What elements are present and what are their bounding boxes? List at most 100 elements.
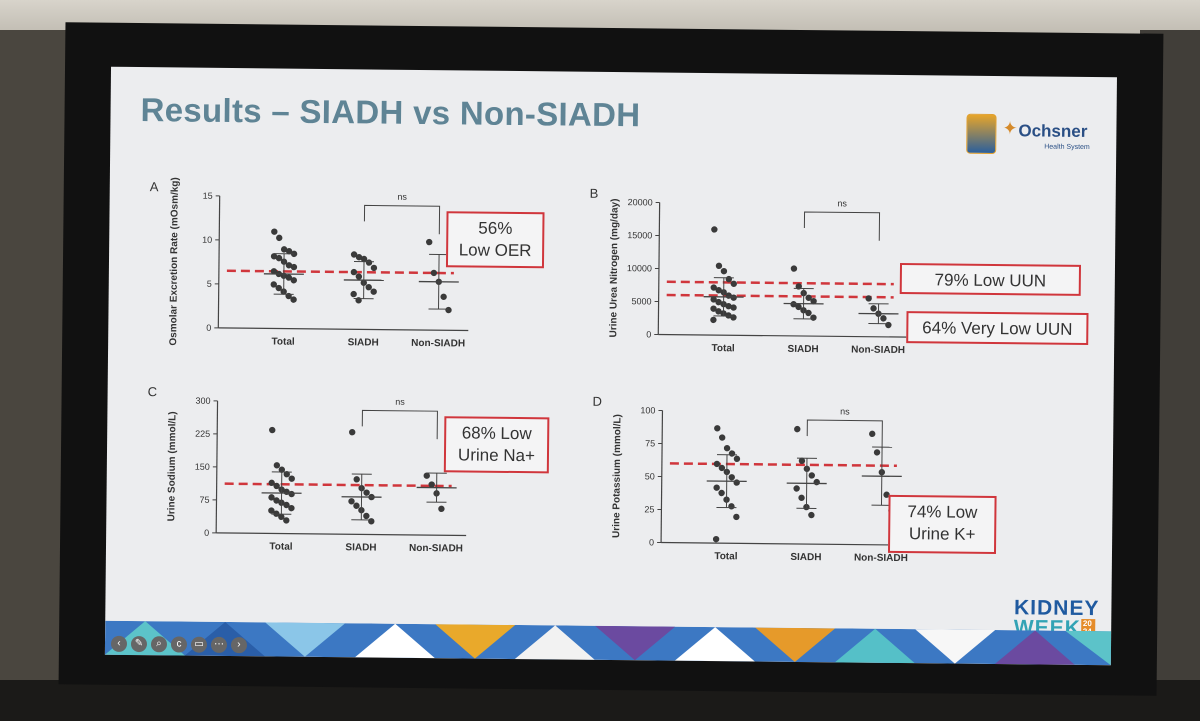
chart-c-data-point bbox=[348, 498, 355, 505]
chart-a-y-axis-title: Osmolar Excretion Rate (mOsm/kg) bbox=[168, 177, 181, 345]
chart-d-data-point bbox=[718, 489, 725, 497]
chart-d-data-point bbox=[869, 430, 876, 438]
chart-c-data-point bbox=[268, 479, 275, 487]
callout-low-uun: 79% Low UUN bbox=[899, 263, 1082, 296]
chart-c-data-point bbox=[269, 426, 276, 434]
chart-c-data-point bbox=[363, 512, 370, 520]
chart-a-data-point bbox=[270, 281, 277, 288]
chart-a-x-category-label: SIADH bbox=[348, 337, 379, 348]
chart-b-data-point bbox=[795, 303, 802, 311]
chart-d-data-point bbox=[714, 425, 721, 432]
chart-d-data-point bbox=[728, 474, 735, 481]
chart-a-data-point bbox=[350, 290, 357, 298]
chart-d-data-point bbox=[733, 513, 740, 521]
chart-c-data-point bbox=[353, 502, 360, 509]
ochsner-logo-text: Ochsner bbox=[1018, 121, 1088, 141]
chart-a-data-point bbox=[275, 284, 282, 292]
chart-c-data-point bbox=[438, 505, 445, 513]
presentation-toolbar: ‹ ✎ ⌕ c ▭ ⋯ › bbox=[110, 633, 251, 654]
chart-a-data-point bbox=[445, 306, 452, 314]
callout-very-low-uun: 64% Very Low UUN bbox=[906, 311, 1089, 345]
chart-d-data-point bbox=[723, 444, 731, 452]
chart-c-data-point bbox=[283, 517, 290, 524]
callout-sodium-line2: Urine Na+ bbox=[457, 445, 536, 466]
chart-b-data-point bbox=[715, 298, 722, 306]
chart-a-comparison-label: ns bbox=[397, 192, 407, 202]
chart-d-data-point bbox=[733, 479, 740, 486]
more-icon[interactable]: ⋯ bbox=[210, 636, 228, 653]
callout-oer-line2: Low OER bbox=[458, 240, 532, 261]
zoom-icon[interactable]: ⌕ bbox=[150, 636, 168, 653]
chart-b-data-point bbox=[730, 280, 737, 288]
chart-b-data-point bbox=[711, 226, 718, 233]
chart-a-panel-letter: A bbox=[150, 179, 159, 194]
slide: Results – SIADH vs Non-SIADH ✦ Ochsner H… bbox=[104, 66, 1117, 666]
chart-c-y-tick-label: 225 bbox=[195, 429, 210, 439]
chart-d-data-point bbox=[808, 511, 815, 519]
projection-screen: Results – SIADH vs Non-SIADH ✦ Ochsner H… bbox=[58, 22, 1164, 696]
chart-d-comparison-bracket bbox=[806, 419, 883, 449]
chart-d-x-category-label: SIADH bbox=[790, 552, 821, 563]
captions-icon[interactable]: c bbox=[170, 636, 188, 653]
chart-a-data-point bbox=[285, 262, 293, 269]
callout-sodium-line1: 68% Low bbox=[461, 423, 532, 444]
chart-a-data-point bbox=[365, 259, 373, 266]
slide-title: Results – SIADH vs Non-SIADH bbox=[140, 91, 641, 134]
chart-a-data-point bbox=[290, 277, 298, 284]
chart-b-y-tick-label: 15000 bbox=[627, 230, 652, 240]
chart-b-data-point bbox=[870, 305, 877, 312]
chart-d-data-point bbox=[794, 425, 801, 433]
chart-d-data-point bbox=[728, 450, 736, 457]
chart-a-y-tick-label: 10 bbox=[202, 235, 212, 245]
chart-c-y-tick-label: 150 bbox=[195, 462, 210, 472]
chart-b-comparison-label: ns bbox=[837, 198, 847, 208]
chart-b-data-point bbox=[710, 284, 717, 291]
chart-b-data-point bbox=[710, 305, 717, 312]
callout-oer: 56% Low OER bbox=[445, 211, 545, 269]
chart-c-data-point bbox=[278, 513, 285, 521]
chart-d-panel-letter: D bbox=[592, 394, 602, 409]
chart-b-data-point bbox=[715, 308, 722, 315]
chart-b-data-point bbox=[725, 312, 732, 319]
chart-b-x-category-label: Non-SIADH bbox=[851, 345, 905, 357]
forward-icon[interactable]: › bbox=[230, 637, 248, 654]
ochsner-logo-subtext: Health System bbox=[1044, 143, 1090, 152]
chart-b-data-point bbox=[790, 301, 797, 308]
chart-a-threshold-line bbox=[226, 269, 454, 275]
chart-d-y-tick-label: 25 bbox=[644, 504, 654, 514]
chart-a-data-point bbox=[370, 288, 377, 295]
chart-d-data-point bbox=[712, 535, 720, 543]
chart-a-data-point bbox=[365, 284, 372, 291]
chart-a-data-point bbox=[355, 273, 363, 280]
chart-d-data-point bbox=[733, 455, 741, 463]
chart-b-data-point bbox=[810, 297, 817, 305]
chart-d-sd-bar bbox=[880, 447, 883, 506]
chart-b-comparison-bracket bbox=[803, 211, 881, 241]
chart-c-data-point bbox=[278, 466, 286, 473]
pen-icon[interactable]: ✎ bbox=[130, 635, 148, 653]
chart-a-data-point bbox=[430, 269, 438, 277]
chart-d-y-tick-label: 75 bbox=[645, 438, 655, 448]
screen-icon[interactable]: ▭ bbox=[190, 636, 208, 653]
chart-a-data-point bbox=[350, 268, 358, 276]
chart-a-data-point bbox=[285, 274, 293, 281]
chart-a-data-point bbox=[271, 228, 278, 235]
chart-c-comparison-bracket bbox=[361, 409, 438, 440]
chart-b-data-point bbox=[810, 314, 817, 321]
chart-b-y-tick-label: 0 bbox=[646, 329, 651, 339]
back-icon[interactable]: ‹ bbox=[110, 635, 128, 652]
chart-b-panel-letter: B bbox=[590, 186, 599, 201]
chart-b-data-point bbox=[715, 262, 723, 270]
chart-d-y-tick-label: 0 bbox=[649, 537, 654, 547]
chart-c-data-point bbox=[273, 482, 280, 490]
chart-c-y-tick-label: 300 bbox=[195, 396, 210, 406]
chart-d-data-point bbox=[798, 457, 806, 465]
callout-potassium-line1: 74% Low bbox=[907, 502, 978, 522]
wall-left bbox=[0, 30, 70, 721]
chart-b-data-point bbox=[880, 315, 887, 322]
chart-d-sd-bar bbox=[725, 454, 728, 508]
chart-a-data-point bbox=[440, 293, 447, 301]
chart-c-y-axis-title: Urine Sodium (mmol/L) bbox=[166, 411, 178, 521]
chart-a-data-point bbox=[276, 234, 283, 242]
chart-c-x-category-label: Total bbox=[269, 541, 292, 552]
